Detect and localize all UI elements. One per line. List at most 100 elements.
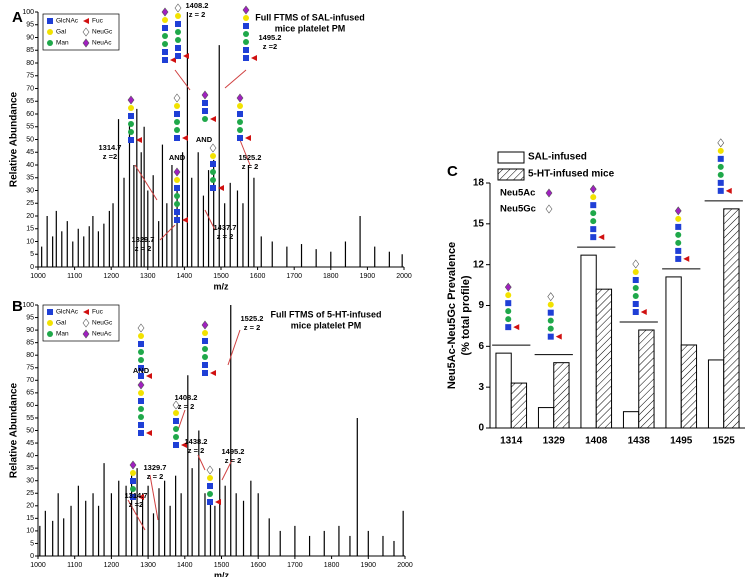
glycan-circle: [174, 127, 180, 133]
glycan-circle: [632, 293, 639, 299]
glycan-diamond: [674, 206, 682, 216]
glycan-circle: [505, 308, 512, 315]
glycan-square: [675, 255, 682, 262]
peak-annotation: AND: [169, 153, 186, 162]
glycan-triangle: [146, 430, 152, 436]
glycan-square: [675, 223, 682, 230]
glycan-circle: [717, 171, 724, 178]
glycan-circle: [47, 29, 53, 35]
y-tick-label: 35: [26, 465, 34, 472]
glycan-circle: [138, 357, 144, 363]
glycan-diamond: [504, 282, 512, 292]
chart-title: Full FTMS of 5-HT-infused: [271, 309, 382, 319]
glycan-diamond: [82, 329, 90, 339]
glycan-circle: [174, 177, 180, 183]
glycan-circle: [547, 301, 554, 308]
glycan-circle: [130, 470, 136, 476]
peak-annotation: z = 2: [135, 244, 151, 253]
glycan-square: [505, 324, 512, 331]
glycan-circle: [130, 486, 136, 492]
x-axis-label: m/z: [213, 281, 229, 291]
symbol-legend-label: NeuGc: [92, 29, 113, 36]
symbol-legend-label: NeuGc: [92, 320, 113, 327]
glycan-square: [174, 111, 180, 117]
connector: [204, 209, 216, 231]
glycan-square: [210, 161, 216, 167]
glycan-square: [175, 53, 181, 59]
symbol-legend-label: Man: [56, 331, 69, 338]
glycan-diamond: [547, 292, 555, 302]
glycan-diamond: [242, 5, 250, 15]
y-tick-label: 90: [26, 327, 34, 334]
panel-label: A: [12, 9, 23, 26]
legend-swatch: [497, 151, 525, 164]
glycan-circle: [202, 354, 208, 360]
glycan-circle: [138, 406, 144, 412]
glycan-square: [138, 341, 144, 347]
glycan-square: [675, 247, 682, 254]
glycan-circle: [202, 346, 208, 352]
y-tick-label: 18: [473, 178, 485, 189]
glycan-square: [590, 202, 597, 209]
glycan-square: [138, 365, 144, 371]
y-tick-label: 20: [26, 213, 34, 220]
glycan-square: [174, 135, 180, 141]
panel-label: B: [12, 298, 23, 315]
glycan-diamond: [545, 188, 553, 198]
y-tick-label: 75: [26, 365, 34, 372]
x-tick-label: 1314: [500, 436, 523, 447]
glycan-square: [175, 21, 181, 27]
y-tick-label: 9: [478, 300, 484, 311]
glycan-circle: [162, 17, 168, 23]
x-tick-label: 1200: [104, 562, 120, 569]
connector: [174, 69, 191, 91]
glycan-square: [174, 209, 180, 215]
chart-title: Full FTMS of SAL-infused: [255, 12, 365, 22]
glycan-square: [162, 25, 168, 31]
y-tick-label: 5: [30, 540, 34, 547]
connector: [224, 69, 247, 89]
glycan-square: [175, 45, 181, 51]
glycan-triangle: [182, 217, 188, 223]
glycan-square: [207, 483, 213, 489]
glycan-circle: [243, 15, 249, 21]
glycan-circle: [243, 39, 249, 45]
glycan-triangle: [136, 137, 142, 143]
y-tick-label: 85: [26, 47, 34, 54]
glycan-square: [243, 47, 249, 53]
glycan-circle: [675, 231, 682, 238]
glycan-circle: [162, 41, 168, 47]
y-tick-label: 65: [26, 98, 34, 105]
glycan-diamond: [82, 27, 90, 37]
x-axis-label: m/z: [214, 570, 230, 577]
x-tick-label: 1408: [585, 436, 608, 447]
glycan-diamond: [127, 95, 135, 105]
chart-title: mice platelet PM: [291, 320, 362, 330]
connector: [127, 499, 146, 531]
glycan-circle: [547, 325, 554, 332]
glycan-diamond: [129, 460, 137, 470]
y-tick-label: 0: [30, 553, 34, 560]
glycan-square: [162, 57, 168, 63]
glycan-square: [202, 338, 208, 344]
glycan-circle: [202, 330, 208, 336]
y-tick-label: 70: [26, 85, 34, 92]
y-tick-label: 95: [26, 22, 34, 29]
glycan-diamond: [82, 318, 90, 328]
y-tick-label: 95: [26, 314, 34, 321]
glycan-circle: [632, 285, 639, 291]
glycan-diamond: [173, 93, 181, 103]
glycan-circle: [675, 239, 682, 246]
glycan-square: [632, 277, 639, 283]
symbol-legend-label: Gal: [56, 320, 67, 327]
glycan-square: [210, 185, 216, 191]
y-tick-label: 30: [26, 478, 34, 485]
peak-annotation: z =2: [263, 42, 277, 51]
glycan-square: [590, 226, 597, 233]
y-tick-label: 50: [26, 427, 34, 434]
x-tick-label: 1400: [177, 562, 193, 569]
glycan-circle: [505, 292, 512, 299]
peak-annotation: AND: [196, 135, 213, 144]
glycan-circle: [47, 331, 53, 337]
y-tick-label: 25: [26, 490, 34, 497]
